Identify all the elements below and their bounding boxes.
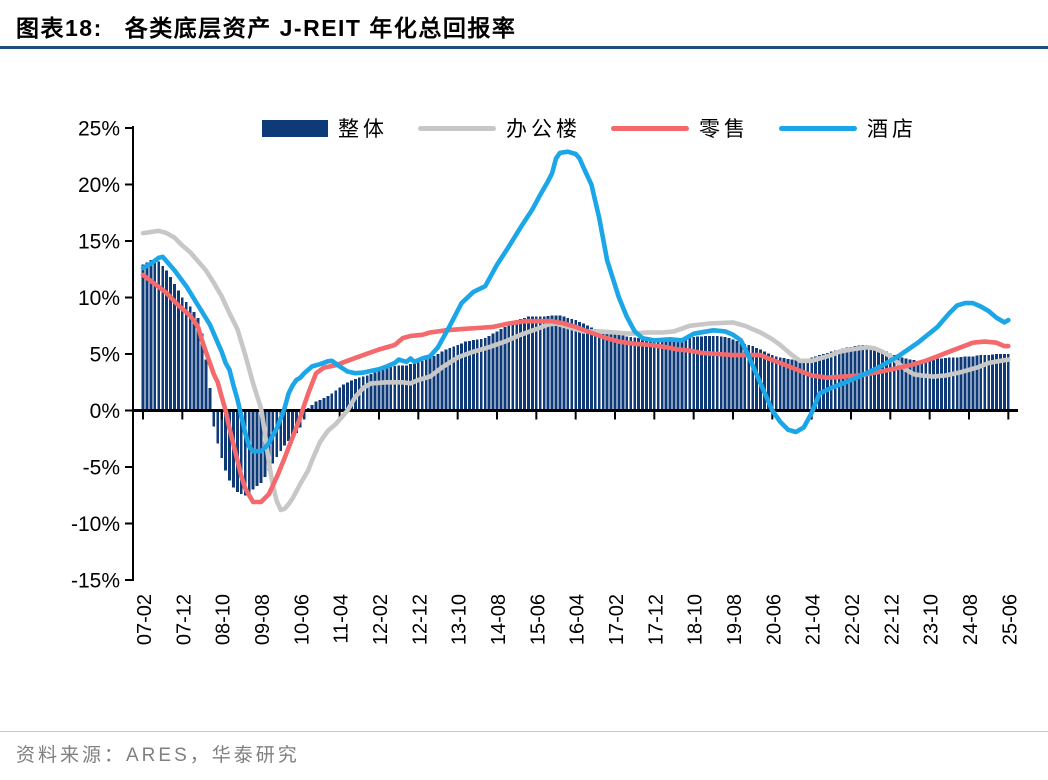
svg-text:22-12: 22-12: [881, 594, 903, 645]
title-underline: [0, 46, 1048, 49]
svg-text:07-12: 07-12: [173, 594, 195, 645]
svg-text:14-08: 14-08: [488, 594, 510, 645]
legend-label-overall: 整体: [338, 118, 388, 141]
svg-text:-5%: -5%: [83, 457, 120, 480]
svg-text:15%: 15%: [78, 231, 120, 254]
legend-item-overall: 整体: [262, 113, 388, 143]
series-line-酒店: [140, 149, 1011, 454]
hotel-line-swatch: [779, 125, 857, 131]
source-text: 资料来源：ARES，华泰研究: [16, 745, 300, 766]
legend-item-retail: 零售: [611, 113, 749, 143]
legend-label-hotel: 酒店: [867, 118, 917, 141]
svg-text:16-04: 16-04: [567, 594, 589, 645]
retail-line-swatch: [611, 125, 689, 131]
svg-text:17-12: 17-12: [645, 594, 667, 645]
legend-label-retail: 零售: [699, 118, 749, 141]
svg-text:11-04: 11-04: [331, 594, 353, 644]
svg-text:15-06: 15-06: [527, 594, 549, 645]
svg-text:08-10: 08-10: [213, 594, 235, 645]
series-line-办公楼: [140, 228, 1011, 513]
svg-text:07-02: 07-02: [134, 594, 156, 645]
x-axis-labels: 07-02 07-12 08-10 09-08 10-06 11-04 12-02 12-12…: [134, 412, 1021, 645]
svg-text:0%: 0%: [90, 400, 120, 423]
svg-text:-10%: -10%: [71, 513, 120, 536]
svg-text:12-02: 12-02: [370, 594, 392, 645]
figure-title: 各类底层资产 J-REIT 年化总回报率: [124, 15, 517, 41]
svg-text:18-10: 18-10: [685, 594, 707, 645]
svg-text:25-06: 25-06: [999, 594, 1021, 645]
series-line-零售: [140, 272, 1011, 505]
svg-text:13-10: 13-10: [449, 594, 471, 645]
svg-text:19-08: 19-08: [724, 594, 746, 645]
legend-item-office: 办公楼: [418, 113, 581, 143]
y-axis-labels: 25% 20% 15% 10% 5% 0% -5% -10% -15%: [71, 118, 133, 593]
svg-text:17-02: 17-02: [606, 594, 628, 645]
svg-text:09-08: 09-08: [252, 594, 274, 645]
svg-text:20%: 20%: [78, 174, 120, 197]
legend-label-office: 办公楼: [506, 118, 581, 141]
figure-header: 图表18: 各类底层资产 J-REIT 年化总回报率: [16, 9, 516, 43]
series-overall-bars: [141, 260, 1010, 496]
svg-text:10-06: 10-06: [291, 594, 313, 645]
svg-text:25%: 25%: [78, 118, 120, 141]
svg-text:20-06: 20-06: [763, 594, 785, 645]
svg-text:10%: 10%: [78, 287, 120, 310]
legend-item-hotel: 酒店: [779, 113, 917, 143]
figure-tag: 图表18:: [16, 15, 103, 41]
chart-legend: 整体 办公楼 零售 酒店: [262, 113, 917, 143]
overall-bar-swatch: [262, 119, 328, 137]
svg-text:21-04: 21-04: [803, 594, 825, 645]
svg-text:-15%: -15%: [71, 570, 120, 593]
svg-text:23-10: 23-10: [921, 594, 943, 645]
svg-text:5%: 5%: [90, 344, 120, 367]
source-divider: [0, 731, 1048, 732]
svg-text:24-08: 24-08: [960, 594, 982, 645]
svg-text:22-02: 22-02: [842, 594, 864, 645]
svg-text:12-12: 12-12: [409, 594, 431, 645]
office-line-swatch: [418, 125, 496, 131]
